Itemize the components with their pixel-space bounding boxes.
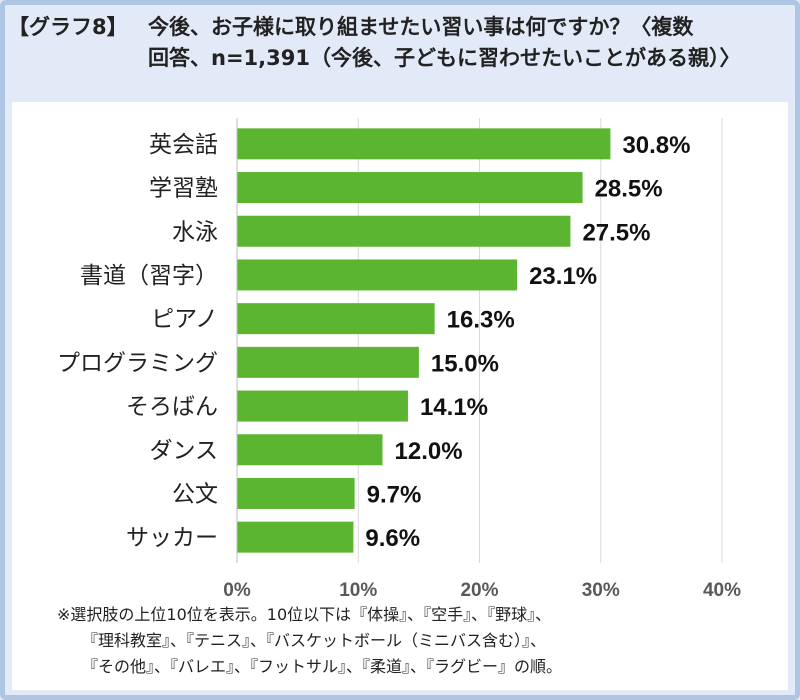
bar	[237, 477, 355, 509]
value-label: 9.7%	[367, 481, 422, 508]
value-label: 15.0%	[431, 350, 499, 377]
x-tick-label: 0%	[223, 580, 251, 601]
bar	[237, 128, 611, 160]
x-tick-label: 20%	[460, 580, 498, 601]
footnote-line3: 『その他』、『バレエ』、『フットサル』、『柔道』、『ラグビー』の順。	[82, 657, 563, 676]
bar	[237, 172, 583, 204]
footnote-line2: 『理科教室』、『テニス』、『バスケットボール（ミニバス含む）』、	[82, 631, 547, 650]
bar	[237, 346, 419, 378]
bar	[237, 434, 383, 466]
chart-title-line2: 回答、n=1,391（今後、子どもに習わせたいことがある親）〉	[148, 46, 741, 70]
value-label: 9.6%	[365, 525, 420, 552]
value-label: 16.3%	[447, 307, 515, 334]
category-label: ピアノ	[151, 307, 218, 333]
chart-title-line1: 今後、お子様に取り組ませたい習い事は何ですか？〈複数	[148, 15, 694, 39]
graph-number-label: 【グラフ8】	[8, 15, 128, 39]
category-label: サッカー	[126, 525, 218, 551]
footnote: ※選択肢の上位10位を表示。10位以下は『体操』、『空手』、『野球』、 『理科教…	[12, 602, 782, 680]
category-label: 水泳	[172, 219, 218, 245]
value-label: 23.1%	[529, 263, 597, 290]
footnote-line1: ※選択肢の上位10位を表示。10位以下は『体操』、『空手』、『野球』、	[57, 605, 552, 624]
value-label: 14.1%	[420, 394, 488, 421]
value-label: 27.5%	[582, 219, 650, 246]
x-tick-label: 10%	[339, 580, 377, 601]
bar	[237, 390, 408, 422]
value-label: 30.8%	[622, 132, 690, 159]
x-tick-label: 30%	[582, 580, 620, 601]
category-label: 学習塾	[149, 176, 218, 202]
category-label: プログラミング	[57, 350, 218, 376]
x-tick-label: 40%	[703, 580, 741, 601]
bar	[237, 215, 571, 247]
category-label: そろばん	[126, 394, 218, 420]
bar	[237, 521, 354, 553]
category-label: 書道（習字）	[80, 263, 218, 289]
value-label: 28.5%	[595, 176, 663, 203]
category-label: ダンス	[149, 438, 218, 464]
bar	[237, 303, 435, 335]
value-label: 12.0%	[395, 438, 463, 465]
bar	[237, 259, 518, 291]
category-label: 公文	[172, 481, 218, 507]
category-label: 英会話	[149, 132, 218, 158]
